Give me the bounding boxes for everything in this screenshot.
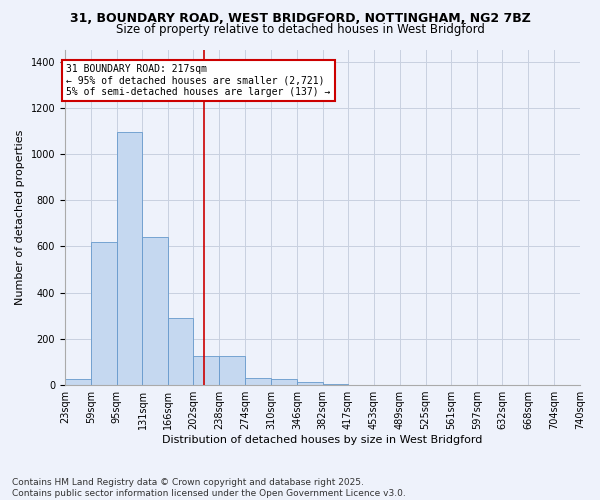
- Bar: [271, 380, 297, 385]
- Y-axis label: Number of detached properties: Number of detached properties: [15, 130, 25, 305]
- Bar: [116, 132, 142, 385]
- Bar: [142, 237, 167, 385]
- Bar: [220, 356, 245, 385]
- Bar: [323, 384, 348, 385]
- Text: 31 BOUNDARY ROAD: 217sqm
← 95% of detached houses are smaller (2,721)
5% of semi: 31 BOUNDARY ROAD: 217sqm ← 95% of detach…: [67, 64, 331, 97]
- X-axis label: Distribution of detached houses by size in West Bridgford: Distribution of detached houses by size …: [162, 435, 482, 445]
- Bar: [193, 356, 220, 385]
- Bar: [91, 242, 116, 385]
- Bar: [297, 382, 323, 385]
- Text: 31, BOUNDARY ROAD, WEST BRIDGFORD, NOTTINGHAM, NG2 7BZ: 31, BOUNDARY ROAD, WEST BRIDGFORD, NOTTI…: [70, 12, 530, 26]
- Text: Size of property relative to detached houses in West Bridgford: Size of property relative to detached ho…: [116, 24, 484, 36]
- Bar: [65, 380, 91, 385]
- Bar: [167, 318, 193, 385]
- Bar: [245, 378, 271, 385]
- Text: Contains HM Land Registry data © Crown copyright and database right 2025.
Contai: Contains HM Land Registry data © Crown c…: [12, 478, 406, 498]
